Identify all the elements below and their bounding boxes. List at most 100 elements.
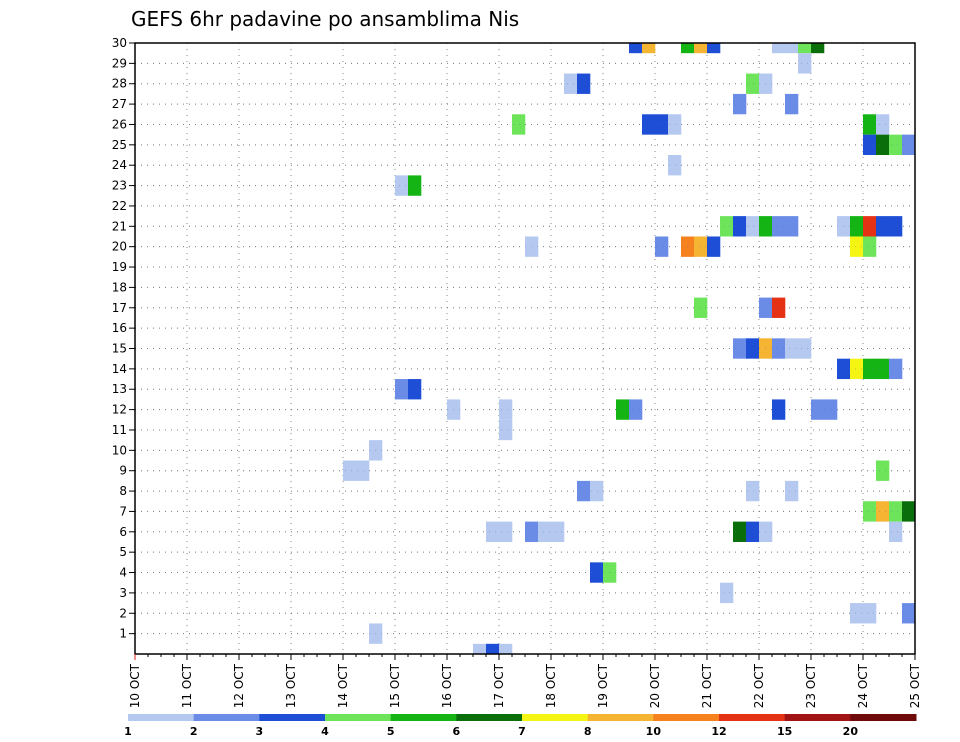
x-tick-label: 25 OCT	[908, 663, 922, 708]
data-cell	[668, 114, 682, 135]
data-cell	[759, 338, 773, 359]
colorbar-label: 5	[387, 725, 395, 738]
data-cell	[850, 216, 864, 237]
colorbar-legend: 1 2 3 4 5 6 7 8 10 12 15 20	[124, 714, 917, 738]
data-cell	[720, 216, 734, 237]
x-tick-label: 23 OCT	[804, 663, 818, 708]
data-cell	[694, 236, 708, 257]
data-cell	[824, 399, 838, 420]
y-tick-label: 10	[112, 443, 127, 457]
data-cell	[642, 43, 656, 54]
data-cell	[850, 236, 864, 257]
colorbar-swatch	[456, 714, 523, 721]
data-cell	[746, 73, 760, 94]
data-cell	[369, 440, 383, 461]
data-cell	[616, 399, 630, 420]
y-tick-label: 2	[119, 606, 127, 620]
data-cell	[564, 73, 578, 94]
colorbar-label: 1	[124, 725, 132, 738]
data-cell	[889, 216, 903, 237]
x-tick-label: 19 OCT	[596, 663, 610, 708]
y-tick-label: 24	[112, 158, 127, 172]
colorbar-swatch	[719, 714, 786, 721]
data-cell	[733, 338, 747, 359]
data-cell	[590, 480, 604, 502]
y-tick-label: 6	[119, 525, 127, 539]
data-cell	[746, 480, 760, 502]
colorbar-label: 8	[584, 725, 592, 738]
data-cell	[733, 216, 747, 237]
colorbar-label: 7	[518, 725, 526, 738]
data-cell	[863, 603, 877, 624]
data-cell	[863, 358, 877, 380]
y-tick-label: 3	[119, 586, 127, 600]
x-tick-label: 11 OCT	[180, 663, 194, 708]
x-tick-label: 20 OCT	[648, 663, 662, 708]
data-cell	[759, 73, 773, 94]
data-cell	[837, 216, 851, 237]
data-cell	[577, 480, 591, 502]
y-tick-label: 28	[112, 77, 127, 91]
data-cell	[902, 134, 916, 156]
data-cell	[889, 134, 903, 156]
y-tick-label: 17	[112, 301, 127, 315]
data-cell	[551, 521, 565, 542]
data-cell	[772, 297, 786, 318]
y-tick-label: 22	[112, 199, 127, 213]
data-cell	[590, 562, 604, 583]
y-tick-label: 16	[112, 321, 127, 335]
data-cell	[447, 399, 461, 420]
x-axis: 10 OCT 11 OCT 12 OCT 13 OCT 14 OCT 15 OCT 16 O…	[128, 654, 922, 708]
data-cell	[733, 93, 747, 115]
colorbar-swatch	[653, 714, 720, 721]
data-cell	[707, 43, 721, 54]
y-tick-label: 7	[119, 504, 127, 518]
data-cell	[499, 419, 513, 441]
data-cell	[876, 460, 890, 481]
data-cell	[798, 43, 812, 54]
data-cell	[759, 216, 773, 237]
y-tick-label: 19	[112, 260, 127, 274]
data-cell	[798, 53, 812, 74]
data-cell	[525, 521, 539, 542]
data-cell	[408, 175, 422, 196]
y-tick-label: 1	[119, 627, 127, 641]
y-tick-label: 25	[112, 138, 127, 152]
colorbar-label: 3	[256, 725, 264, 738]
data-cell	[343, 460, 357, 481]
data-cell	[746, 521, 760, 542]
x-tick-label: 14 OCT	[336, 663, 350, 708]
data-cell	[863, 114, 877, 135]
data-cell	[694, 43, 708, 54]
data-cell	[395, 379, 409, 400]
x-tick-label: 22 OCT	[752, 663, 766, 708]
data-cell	[785, 480, 799, 502]
data-cell	[772, 399, 786, 420]
data-cell	[798, 338, 812, 359]
colorbar-swatch	[193, 714, 260, 721]
y-tick-label: 5	[119, 545, 127, 559]
y-tick-label: 21	[112, 219, 127, 233]
y-tick-label: 30	[112, 36, 127, 50]
data-cell	[356, 460, 370, 481]
data-cell	[850, 358, 864, 380]
colorbar-label: 10	[646, 725, 662, 738]
colorbar-label: 6	[453, 725, 461, 738]
data-cell	[499, 521, 513, 542]
data-cell	[720, 582, 734, 604]
data-cell	[785, 338, 799, 359]
y-tick-label: 29	[112, 56, 127, 70]
data-cell	[876, 114, 890, 135]
data-cell	[785, 43, 799, 54]
data-cell	[759, 297, 773, 318]
colorbar-label: 15	[777, 725, 792, 738]
data-cell	[642, 114, 656, 135]
data-cell	[486, 643, 500, 654]
data-cell	[629, 43, 643, 54]
data-cell	[577, 73, 591, 94]
colorbar-swatch	[587, 714, 654, 721]
x-tick-label: 21 OCT	[700, 663, 714, 708]
x-tick-label: 24 OCT	[856, 663, 870, 708]
data-cell	[811, 43, 825, 54]
data-cell	[733, 521, 747, 542]
